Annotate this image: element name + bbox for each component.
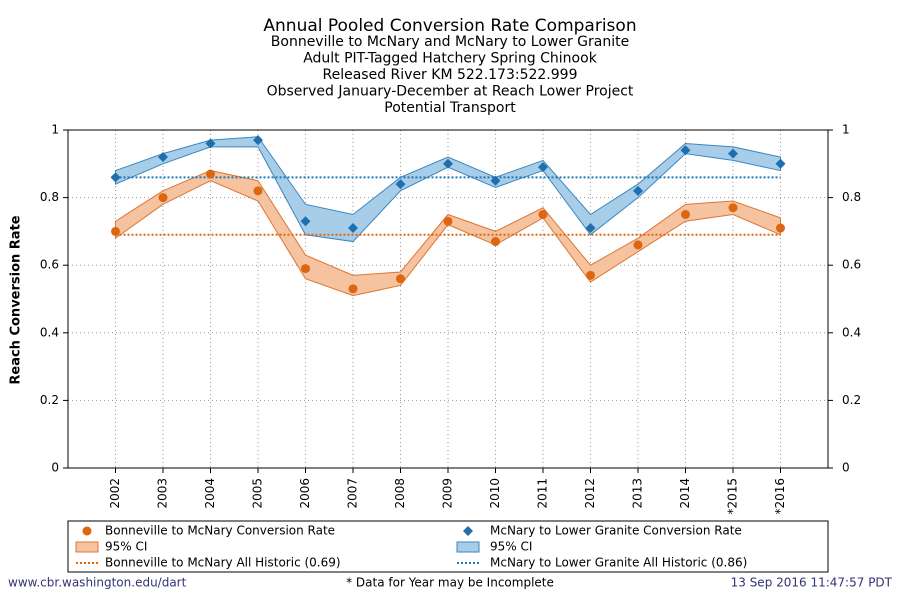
y2-tick-label: 0.8 [842, 190, 861, 204]
legend-marker [463, 526, 473, 536]
x-tick-label: 2009 [441, 478, 455, 509]
legend-label: 95% CI [105, 540, 147, 554]
chart-subtitle: Released River KM 522.173:522.999 [323, 67, 578, 83]
data-point [681, 210, 690, 219]
data-point [110, 172, 121, 183]
chart-subtitle: Observed January-December at Reach Lower… [267, 84, 634, 100]
x-tick-label: *2015 [726, 478, 740, 515]
footer-note: * Data for Year may be Incomplete [346, 576, 554, 590]
y-tick-label: 0.8 [40, 190, 59, 204]
chart-subtitle: Potential Transport [384, 100, 516, 116]
x-tick-label: 2003 [156, 478, 170, 509]
data-point [490, 175, 501, 186]
y2-tick-label: 0 [842, 461, 850, 475]
footer-timestamp: 13 Sep 2016 11:47:57 PDT [731, 576, 893, 590]
y2-tick-label: 0.2 [842, 393, 861, 407]
data-point [538, 210, 548, 219]
data-point [775, 158, 786, 169]
data-point [728, 148, 738, 159]
plot-frame [67, 129, 829, 469]
data-point [776, 223, 785, 233]
legend-label: Bonneville to McNary All Historic (0.69) [105, 556, 341, 570]
x-tick-label: 2014 [678, 478, 692, 509]
data-point [396, 274, 405, 284]
y-tick-label: 0 [51, 461, 59, 475]
x-tick-label: 2013 [631, 478, 645, 509]
data-point [586, 270, 595, 280]
x-tick-label: 2008 [393, 478, 407, 509]
chart-subtitle: Adult PIT-Tagged Hatchery Spring Chinook [303, 51, 598, 67]
y-tick-label: 0.2 [40, 393, 59, 407]
legend-label: 95% CI [490, 540, 532, 554]
y-tick-label: 0.6 [40, 258, 59, 272]
legend-label: McNary to Lower Granite All Historic (0.… [490, 556, 747, 570]
legend-label: McNary to Lower Granite Conversion Rate [490, 524, 742, 538]
x-tick-label: 2007 [346, 478, 360, 509]
y-tick-label: 1 [51, 123, 59, 137]
data-point [680, 145, 691, 156]
data-point [253, 135, 263, 146]
y2-tick-label: 0.6 [842, 258, 861, 272]
legend-swatch [75, 541, 99, 553]
x-tick-label: 2006 [298, 478, 312, 509]
data-point [158, 193, 168, 203]
y-tick-label: 0.4 [40, 325, 59, 339]
legend-marker [82, 526, 92, 536]
data-point [348, 223, 358, 234]
x-tick-label: *2016 [773, 478, 787, 515]
data-point [158, 152, 168, 163]
data-point [585, 223, 596, 234]
legend-label: Bonneville to McNary Conversion Rate [105, 524, 335, 538]
data-point [538, 162, 548, 173]
x-tick-label: 2005 [251, 478, 265, 509]
data-point [395, 179, 406, 190]
chart-subtitle: Bonneville to McNary and McNary to Lower… [271, 34, 629, 50]
data-point [633, 185, 643, 196]
data-point [253, 186, 263, 196]
data-point [301, 264, 310, 274]
data-point [633, 240, 643, 250]
data-point [491, 237, 500, 247]
data-point [205, 138, 216, 149]
data-point [206, 169, 215, 179]
legend-swatch [456, 541, 480, 553]
x-tick-label: 2010 [488, 478, 502, 509]
data-point [111, 226, 120, 236]
x-tick-label: 2011 [536, 478, 550, 509]
x-tick-label: 2012 [583, 478, 597, 509]
data-point [300, 216, 311, 227]
x-tick-label: 2002 [108, 478, 122, 509]
data-point [348, 284, 358, 294]
legend-box [67, 520, 829, 573]
data-point [728, 203, 738, 213]
chart-title: Annual Pooled Conversion Rate Comparison [263, 16, 636, 36]
y2-tick-label: 1 [842, 123, 850, 137]
data-point [443, 216, 453, 226]
footer-source: www.cbr.washington.edu/dart [8, 576, 187, 590]
x-tick-label: 2004 [203, 478, 217, 509]
data-point [443, 158, 453, 169]
y2-tick-label: 0.4 [842, 325, 861, 339]
y-axis-label: Reach Conversion Rate [9, 215, 24, 384]
